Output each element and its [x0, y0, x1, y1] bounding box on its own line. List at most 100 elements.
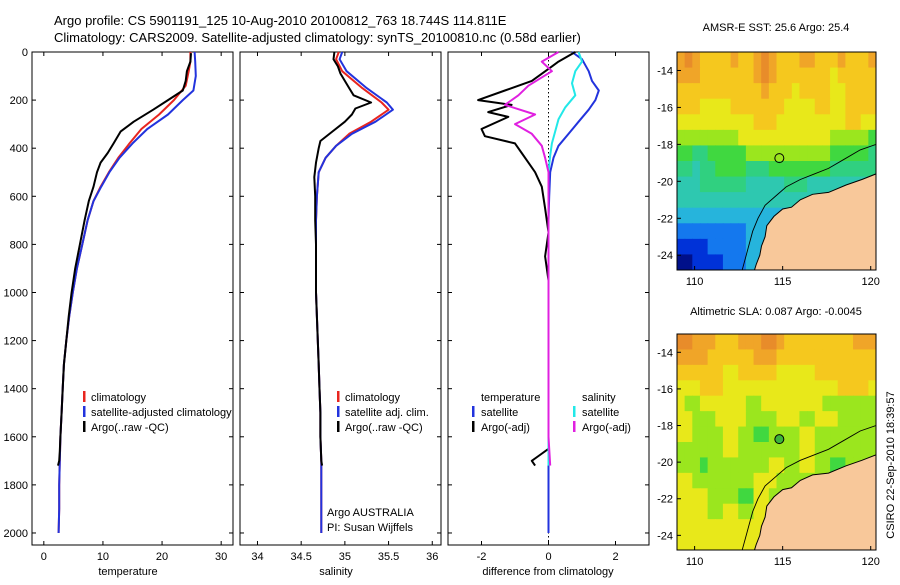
- heatmap-cell: [707, 334, 716, 351]
- heatmap-cell: [761, 457, 770, 474]
- heatmap-cell: [784, 145, 793, 162]
- heatmap-cell: [699, 161, 709, 178]
- heatmap-cell: [814, 176, 824, 193]
- heatmap-cell: [807, 380, 816, 397]
- heatmap-cell: [807, 129, 816, 147]
- heatmap-cell: [707, 364, 716, 381]
- heatmap-cell: [722, 442, 732, 459]
- heatmap-cell: [784, 52, 793, 69]
- heatmap-cell: [699, 442, 709, 459]
- heatmap-cell: [730, 145, 739, 162]
- heatmap-cell: [807, 83, 816, 100]
- csiro-timestamp: CSIRO 22-Sep-2010 18:39:57: [885, 391, 897, 538]
- heatmap-cell: [791, 145, 801, 162]
- heatmap-cell: [677, 349, 686, 366]
- heatmap-cell: [684, 503, 693, 520]
- heatmap-cell: [753, 192, 762, 209]
- heatmap-cell: [791, 426, 801, 443]
- heatmap-cell: [738, 442, 747, 459]
- heatmap-cell: [791, 349, 801, 366]
- heatmap-cell: [830, 426, 839, 443]
- heatmap-cell: [860, 98, 869, 115]
- heatmap-cell: [677, 380, 686, 397]
- heatmap-cell: [768, 129, 778, 147]
- x-tick-label: 10: [97, 551, 109, 563]
- heatmap-cell: [807, 334, 816, 351]
- heatmap-cell: [799, 395, 808, 412]
- heatmap-cell: [738, 223, 747, 240]
- heatmap-cell: [853, 114, 862, 131]
- heatmap-cell: [791, 161, 801, 178]
- heatmap-cell: [738, 161, 747, 178]
- heatmap-cell: [822, 349, 831, 366]
- heatmap-cell: [776, 457, 785, 474]
- heatmap-cell: [745, 334, 755, 351]
- heatmap-cell: [776, 67, 785, 84]
- heatmap-cell: [768, 114, 778, 131]
- heatmap-cell: [753, 364, 762, 381]
- heatmap-cell: [837, 426, 846, 443]
- legend-swatch-climatology: [337, 391, 340, 402]
- heatmap-cell: [768, 83, 778, 100]
- heatmap-cell: [745, 442, 755, 459]
- heatmap-cell: [722, 254, 732, 270]
- heatmap-cell: [738, 349, 747, 366]
- salinity-plot-frame: [239, 51, 442, 546]
- heatmap-cell: [807, 426, 816, 443]
- heatmap-cell: [722, 129, 732, 147]
- heatmap-cell: [860, 334, 869, 351]
- heatmap-cell: [837, 176, 846, 193]
- heatmap-cell: [830, 334, 839, 351]
- heatmap-cell: [776, 395, 785, 412]
- heatmap-cell: [684, 254, 693, 270]
- heatmap-cell: [784, 472, 793, 489]
- heatmap-cell: [768, 145, 778, 162]
- heatmap-cell: [715, 519, 724, 536]
- heatmap-cell: [768, 411, 778, 428]
- heatmap-cell: [845, 83, 854, 100]
- heatmap-cell: [822, 364, 831, 381]
- heatmap-cell: [868, 67, 876, 84]
- x-tick-label: 2: [612, 551, 618, 563]
- heatmap-cell: [738, 67, 747, 84]
- heatmap-cell: [784, 161, 793, 178]
- heatmap-cell: [707, 254, 716, 270]
- heatmap-cell: [738, 488, 747, 505]
- heatmap-cell: [692, 411, 701, 428]
- heatmap-cell: [692, 364, 701, 381]
- heatmap-cell: [715, 98, 724, 115]
- heatmap-cell: [868, 129, 876, 147]
- heatmap-cell: [799, 457, 808, 474]
- heatmap-cell: [722, 145, 732, 162]
- heatmap-cell: [761, 223, 770, 240]
- heatmap-cell: [768, 472, 778, 489]
- legend-header-temperature: temperature: [481, 392, 540, 404]
- map-lat-tick-label: -24: [657, 250, 673, 262]
- heatmap-cell: [776, 129, 785, 147]
- heatmap-cell: [677, 238, 686, 256]
- heatmap-cell: [692, 145, 701, 162]
- heatmap-cell: [745, 176, 755, 193]
- heatmap-cell: [677, 83, 686, 100]
- legend-swatch-argo: [337, 421, 340, 432]
- heatmap-cell: [807, 98, 816, 115]
- heatmap-cell: [707, 192, 716, 209]
- heatmap-cell: [761, 349, 770, 366]
- heatmap-cell: [745, 207, 755, 224]
- heatmap-cell: [845, 52, 854, 69]
- heatmap-cell: [677, 364, 686, 381]
- heatmap-cell: [715, 238, 724, 256]
- heatmap-cell: [768, 161, 778, 178]
- heatmap-cell: [814, 426, 824, 443]
- heatmap-cell: [822, 114, 831, 131]
- map-lat-tick-label: -24: [657, 530, 673, 542]
- heatmap-cell: [776, 52, 785, 69]
- heatmap-cell: [715, 349, 724, 366]
- legend-swatch-salinity-argo: [573, 421, 576, 432]
- map-lat-tick-label: -18: [657, 139, 673, 151]
- heatmap-cell: [807, 67, 816, 84]
- heatmap-cell: [730, 207, 739, 224]
- heatmap-cell: [860, 395, 869, 412]
- heatmap-cell: [807, 411, 816, 428]
- heatmap-cell: [768, 395, 778, 412]
